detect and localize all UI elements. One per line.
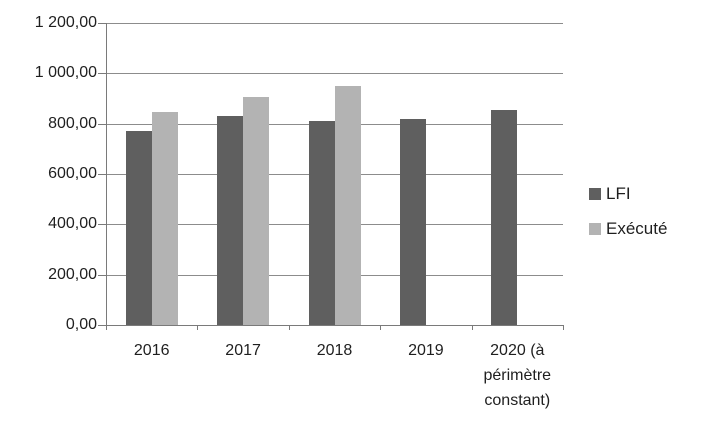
y-axis-tick [98, 73, 106, 74]
x-category-label: 2019 [408, 342, 444, 359]
x-axis-tick [380, 325, 382, 330]
y-axis-tick [98, 325, 106, 326]
x-axis-tick [471, 325, 473, 330]
x-category-label: 2020 (à périmètre constant) [483, 342, 552, 409]
x-axis-tick [288, 325, 290, 330]
legend-swatch-icon [589, 187, 601, 200]
legend-label: LFI [606, 184, 631, 203]
bar-lfi-2018 [308, 121, 335, 325]
gridline [106, 73, 563, 74]
legend: LFI Exécuté [589, 182, 667, 252]
legend-label: Exécuté [606, 219, 668, 238]
bar-lfi-2017 [217, 116, 244, 325]
x-category-label: 2016 [133, 342, 170, 359]
x-category-label: 2018 [316, 342, 353, 359]
bar-lfi-2020 [491, 109, 518, 325]
x-axis-tick [563, 325, 564, 330]
y-axis-tick [98, 23, 106, 24]
y-axis-tick [98, 224, 106, 225]
y-tick-label: 400,00 [48, 215, 97, 232]
y-tick-label: 600,00 [48, 165, 97, 182]
bar-lfi-2016 [125, 131, 152, 325]
bar-execute-2018 [334, 85, 361, 325]
y-axis-tick [98, 275, 106, 276]
bar-execute-2017 [243, 97, 270, 325]
y-tick-label: 0,00 [65, 316, 97, 333]
legend-swatch-icon [589, 222, 601, 235]
y-tick-label: 800,00 [48, 115, 97, 132]
y-axis-tick [98, 124, 106, 125]
y-tick-label: 200,00 [48, 266, 97, 283]
bar-execute-2016 [151, 112, 178, 325]
x-axis-line [106, 325, 563, 326]
y-axis-line [106, 23, 107, 325]
x-axis-tick [106, 325, 107, 330]
y-tick-label: 1 200,00 [34, 14, 97, 31]
bar-lfi-2019 [399, 118, 426, 325]
legend-item: Exécuté [589, 217, 667, 240]
y-axis-tick [98, 174, 106, 175]
gridline [106, 23, 563, 24]
x-axis-tick [197, 325, 199, 330]
legend-item: LFI [589, 182, 667, 205]
x-category-label: 2017 [225, 342, 261, 359]
y-tick-label: 1 000,00 [34, 64, 97, 81]
